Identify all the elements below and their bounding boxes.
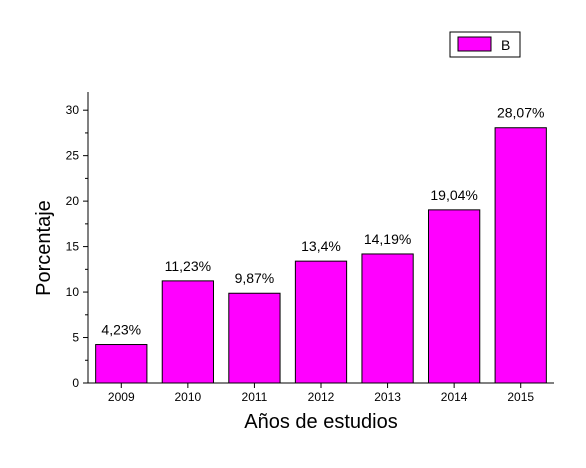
x-tick-label-2009: 2009 [108, 390, 135, 404]
bar-2013 [361, 253, 414, 384]
bar-label-2011: 9,87% [235, 270, 275, 286]
x-tick-label-2014: 2014 [441, 390, 468, 404]
x-ticks: 2009 2010 2011 2012 2013 2014 2015 [108, 383, 534, 404]
bars [95, 127, 547, 384]
y-axis-title: Porcentaje [33, 200, 55, 296]
x-axis-title: Años de estudios [244, 411, 397, 433]
bar-2010 [161, 280, 214, 384]
bar-label-2010: 11,23% [165, 258, 211, 274]
bar-label-2013: 14,19% [364, 231, 411, 247]
y-tick-label-25: 25 [66, 149, 80, 163]
bar-label-2009: 4,23% [101, 322, 141, 338]
x-tick-label-2013: 2013 [374, 390, 401, 404]
x-tick-label-2015: 2015 [507, 390, 534, 404]
bar-2014 [428, 209, 481, 384]
y-tick-label-0: 0 [72, 376, 79, 390]
bar-label-2012: 13,4% [301, 238, 341, 254]
y-tick-label-20: 20 [66, 194, 80, 208]
bar-2015 [494, 127, 547, 384]
bar-2009 [95, 344, 148, 384]
x-tick-label-2010: 2010 [175, 390, 202, 404]
bar-labels: 4,23% 11,23% 9,87% 13,4% 14,19% 19,04% 28,07% [101, 105, 544, 338]
y-tick-label-30: 30 [66, 103, 80, 117]
bar-2011 [228, 292, 281, 384]
y-tick-label-15: 15 [66, 240, 80, 254]
y-ticks: 0 5 10 15 20 25 30 [66, 103, 88, 390]
legend-swatch [457, 36, 492, 52]
y-tick-label-5: 5 [72, 331, 79, 345]
x-tick-label-2011: 2011 [242, 390, 268, 404]
bar-label-2014: 19,04% [430, 187, 477, 203]
x-tick-label-2012: 2012 [308, 390, 335, 404]
bar-label-2015: 28,07% [497, 105, 544, 121]
legend-label: B [501, 37, 510, 53]
y-tick-label-10: 10 [66, 285, 80, 299]
legend: B [449, 31, 521, 58]
bar-2012 [294, 260, 348, 384]
